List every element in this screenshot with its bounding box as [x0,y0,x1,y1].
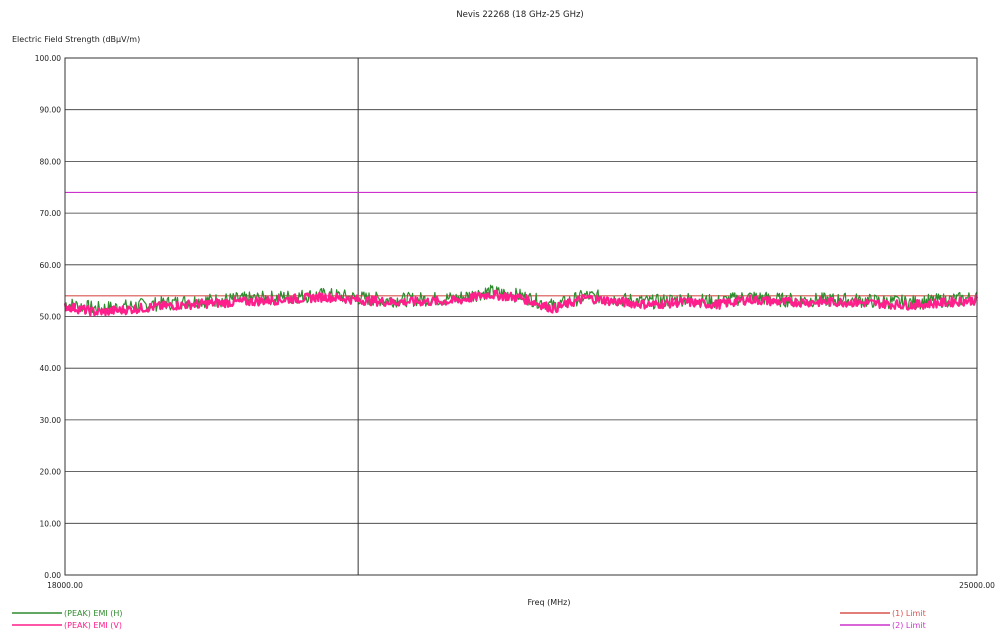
y-axis-title: Electric Field Strength (dBµV/m) [12,35,140,44]
legend: (PEAK) EMI (H) (PEAK) EMI (V) (1) Limit (2)… [12,609,926,630]
y-tick-label: 50.00 [40,313,62,322]
legend-label: (PEAK) EMI (V) [64,621,122,630]
legend-label: (PEAK) EMI (H) [64,609,123,618]
series-group [63,191,979,317]
x-tick-label: 18000.00 [47,581,83,590]
y-tick-label: 90.00 [40,106,62,115]
y-tick-label: 100.00 [35,54,61,63]
legend-label: (2) Limit [892,621,926,630]
series-line-1 [63,289,979,317]
plot-frame [64,57,978,576]
legend-label: (1) Limit [892,609,926,618]
y-tick-label: 80.00 [40,157,62,166]
x-axis-title: Freq (MHz) [527,598,570,607]
chart-title: Nevis 22268 (18 GHz-25 GHz) [456,10,583,20]
tick-labels: 0.00 10.00 20.00 30.00 40.00 50.00 60.00 70.00 8… [35,54,995,590]
y-tick-label: 0.00 [44,571,61,580]
y-tick-label: 60.00 [40,261,62,270]
y-tick-label: 20.00 [40,468,62,477]
y-tick-label: 10.00 [40,519,62,528]
y-tick-label: 70.00 [40,209,62,218]
y-tick-label: 30.00 [40,416,62,425]
grid [65,57,977,576]
y-tick-label: 40.00 [40,364,62,373]
x-tick-label: 25000.00 [959,581,995,590]
